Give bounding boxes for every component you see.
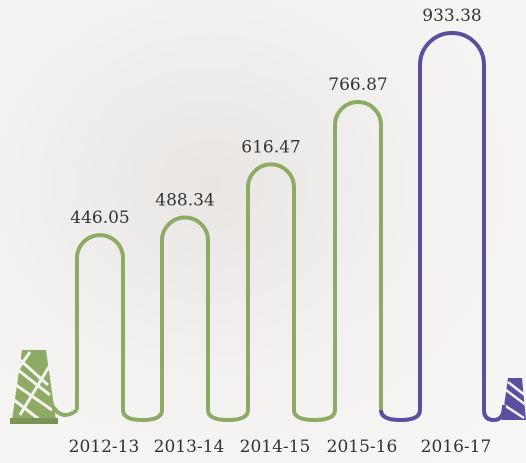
thread — [379, 409, 422, 423]
thread — [50, 403, 79, 417]
x-tick-label: 2015-16 — [327, 437, 398, 457]
left-spool — [10, 350, 58, 424]
right-spool — [502, 378, 526, 420]
bar — [246, 162, 296, 410]
x-tick-label: 2012-13 — [69, 437, 140, 457]
bar — [160, 215, 210, 410]
bar — [333, 100, 383, 410]
bar — [418, 31, 486, 410]
thread — [121, 409, 164, 423]
x-tick-label: 2016-17 — [421, 437, 492, 457]
thread — [206, 409, 250, 423]
value-label: 933.38 — [422, 6, 481, 26]
x-tick-label: 2014-15 — [240, 437, 311, 457]
bar — [75, 233, 125, 410]
value-label: 766.87 — [328, 75, 387, 95]
x-tick-label: 2013-14 — [154, 437, 225, 457]
thread — [292, 409, 337, 423]
value-label: 446.05 — [70, 208, 129, 228]
value-label: 488.34 — [155, 191, 214, 211]
thread — [482, 404, 506, 423]
value-label: 616.47 — [241, 137, 300, 157]
